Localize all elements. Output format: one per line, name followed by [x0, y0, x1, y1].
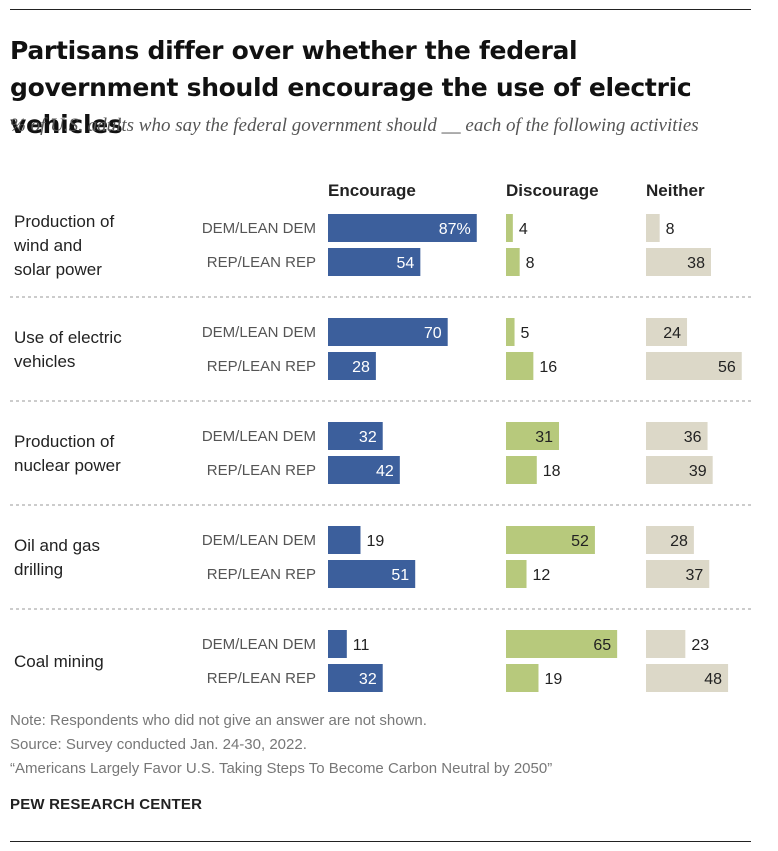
data-label: 51: [391, 567, 409, 584]
group-label: DEM/LEAN DEM: [202, 324, 316, 341]
data-label: 65: [593, 637, 611, 654]
chart-subtitle: % of U.S. adults who say the federal gov…: [10, 115, 699, 136]
bar-chart: Encourage Discourage Neither Production of w…: [10, 181, 751, 692]
data-label: 19: [544, 671, 562, 688]
data-label: 31: [535, 429, 553, 446]
data-label: 54: [397, 255, 415, 272]
bar-encourage: [328, 456, 400, 484]
category-label: nuclear power: [14, 456, 121, 475]
data-label: 42: [376, 463, 394, 480]
bar-neither: [646, 352, 742, 380]
brand-logo-text: PEW RESEARCH CENTER: [10, 796, 203, 813]
note-text: Note: Respondents who did not give an an…: [10, 712, 427, 729]
data-label: 8: [526, 255, 535, 272]
bar-encourage: [328, 318, 448, 346]
group-label: DEM/LEAN DEM: [202, 532, 316, 549]
bar-neither: [646, 526, 694, 554]
data-label: 19: [366, 533, 384, 550]
data-label: 4: [519, 221, 528, 238]
bar-neither: [646, 630, 686, 658]
bar-discourage: [506, 526, 595, 554]
bar-encourage: [328, 248, 421, 276]
bar-discourage: [506, 318, 515, 346]
data-label: 32: [359, 429, 377, 446]
bottom-rule: [10, 841, 751, 842]
data-label: 5: [521, 325, 530, 342]
data-label: 24: [663, 325, 681, 342]
data-label: 32: [359, 671, 377, 688]
column-header-neither: Neither: [646, 181, 705, 200]
data-label: 87%: [439, 221, 471, 238]
bar-discourage: [506, 352, 534, 380]
group-label: DEM/LEAN DEM: [202, 220, 316, 237]
data-label: 12: [533, 567, 551, 584]
bar-discourage: [506, 422, 560, 450]
bar-encourage: [328, 630, 347, 658]
data-label: 16: [539, 359, 557, 376]
data-label: 48: [704, 671, 722, 688]
group-label: REP/LEAN REP: [207, 670, 316, 687]
data-label: 70: [424, 325, 442, 342]
data-label: 28: [670, 533, 688, 550]
group-label: REP/LEAN REP: [207, 358, 316, 375]
category-label: Coal mining: [14, 652, 104, 671]
group-label: DEM/LEAN DEM: [202, 636, 316, 653]
bar-encourage: [328, 422, 383, 450]
category-label: Use of electric: [14, 328, 122, 347]
bar-neither: [646, 456, 713, 484]
data-label: 56: [718, 359, 736, 376]
bar-encourage: [328, 352, 376, 380]
category-label: solar power: [14, 260, 102, 279]
data-label: 36: [684, 429, 702, 446]
group-label: REP/LEAN REP: [207, 462, 316, 479]
bar-neither: [646, 560, 710, 588]
top-rule: [10, 9, 751, 10]
bar-encourage: [328, 664, 383, 692]
bar-discourage: [506, 248, 520, 276]
bar-encourage: [328, 560, 416, 588]
bar-discourage: [506, 214, 513, 242]
column-header-encourage: Encourage: [328, 181, 416, 200]
category-label: wind and: [13, 236, 82, 255]
data-label: 52: [571, 533, 589, 550]
data-label: 8: [666, 221, 675, 238]
bar-discourage: [506, 630, 618, 658]
category-label: Production of: [14, 212, 114, 231]
report-title: “Americans Largely Favor U.S. Taking Ste…: [10, 760, 553, 777]
data-label: 39: [689, 463, 707, 480]
bar-discourage: [506, 456, 537, 484]
bar-neither: [646, 664, 729, 692]
bar-discourage: [506, 664, 539, 692]
category-label: drilling: [14, 560, 63, 579]
group-label: DEM/LEAN DEM: [202, 428, 316, 445]
chart-title: Partisans differ over whether the federa…: [10, 36, 692, 139]
bar-discourage: [506, 560, 527, 588]
category-label: vehicles: [14, 352, 75, 371]
data-label: 37: [685, 567, 703, 584]
category-label: Oil and gas: [14, 536, 100, 555]
data-label: 18: [543, 463, 561, 480]
bar-neither: [646, 248, 711, 276]
data-label: 28: [352, 359, 370, 376]
data-label: 23: [691, 637, 709, 654]
data-label: 38: [687, 255, 705, 272]
group-label: REP/LEAN REP: [207, 254, 316, 271]
bar-neither: [646, 422, 708, 450]
category-label: Production of: [14, 432, 114, 451]
bar-encourage: [328, 526, 361, 554]
column-header-discourage: Discourage: [506, 181, 599, 200]
source-text: Source: Survey conducted Jan. 24-30, 202…: [10, 736, 307, 753]
bar-neither: [646, 214, 660, 242]
bar-neither: [646, 318, 688, 346]
group-label: REP/LEAN REP: [207, 566, 316, 583]
bar-encourage: [328, 214, 477, 242]
data-label: 11: [353, 637, 370, 654]
